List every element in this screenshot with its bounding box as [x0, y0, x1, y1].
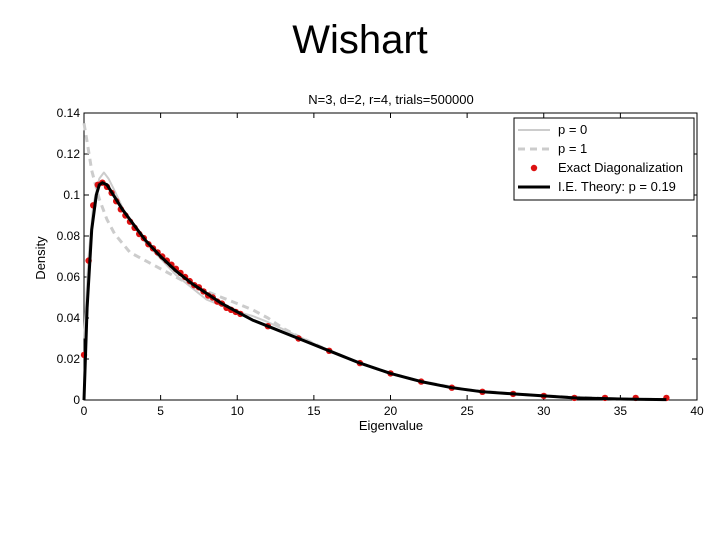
- x-tick-label: 10: [231, 404, 245, 418]
- x-tick-label: 5: [157, 404, 164, 418]
- y-tick-label: 0.06: [57, 270, 81, 284]
- y-tick-label: 0.08: [57, 229, 81, 243]
- y-tick-label: 0.1: [63, 188, 80, 202]
- x-tick-label: 35: [614, 404, 628, 418]
- legend-label: Exact Diagonalization: [558, 160, 683, 175]
- x-tick-label: 25: [460, 404, 474, 418]
- legend-label: I.E. Theory: p = 0.19: [558, 179, 676, 194]
- legend-entry: p = 1: [518, 141, 587, 156]
- x-tick-label: 15: [307, 404, 321, 418]
- legend-label: p = 0: [558, 122, 587, 137]
- series-line-p-1: [82, 123, 667, 402]
- y-axis-label: Density: [33, 236, 48, 280]
- x-axis-label: Eigenvalue: [359, 418, 423, 433]
- chart-title: N=3, d=2, r=4, trials=500000: [308, 92, 474, 107]
- x-tick-label: 20: [384, 404, 398, 418]
- y-tick-label: 0: [73, 393, 80, 407]
- legend: p = 0 p = 1 Exact Diagonalization I.E. Theo…: [513, 117, 695, 201]
- y-tick-label: 0.14: [57, 106, 81, 120]
- y-tick-label: 0.04: [57, 311, 81, 325]
- x-tick-label: 0: [81, 404, 88, 418]
- series-line-i-e-theory-p-0-19: [82, 181, 667, 402]
- x-tick-label: 40: [690, 404, 704, 418]
- slide-title: Wishart: [292, 18, 428, 62]
- y-tick-label: 0.12: [57, 147, 81, 161]
- legend-label: p = 1: [558, 141, 587, 156]
- legend-entry: p = 0: [518, 122, 587, 137]
- legend-entry: I.E. Theory: p = 0.19: [518, 179, 676, 194]
- x-tick-label: 30: [537, 404, 551, 418]
- series-layer: [80, 123, 670, 402]
- legend-marker: [530, 164, 538, 172]
- y-tick-label: 0.02: [57, 352, 81, 366]
- legend-entry: Exact Diagonalization: [530, 160, 683, 175]
- axis-ticks: 0 5 10 15 20 25 30 35 40 0 0.02 0.04 0.06 0.08 0.1 0.12…: [57, 106, 704, 418]
